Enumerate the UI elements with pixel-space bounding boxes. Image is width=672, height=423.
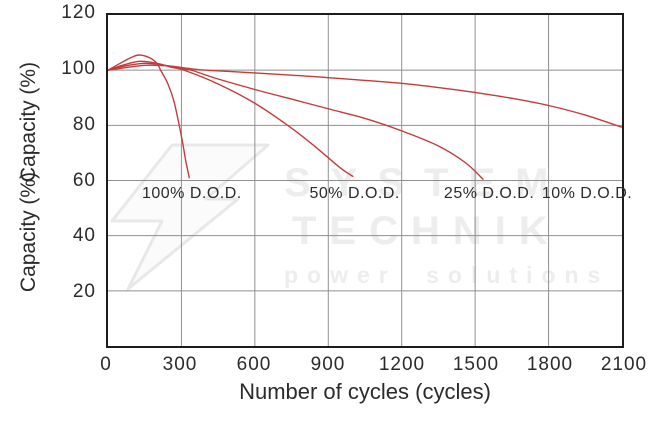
series-label: 50% D.O.D.: [309, 184, 400, 202]
y-tick-label: 60: [72, 169, 96, 191]
series-curve-50-dod: [108, 60, 354, 178]
x-tick-label: 1800: [526, 354, 574, 375]
y-tick-label: 40: [72, 225, 96, 247]
x-tick-label: 2100: [600, 354, 648, 375]
series-curve-25-dod: [108, 62, 484, 180]
series-label: 100% D.O.D.: [141, 184, 242, 202]
x-tick-label: 600: [236, 354, 272, 375]
lightning-bolt-icon: [110, 143, 270, 291]
series-curve-10-dod: [108, 64, 622, 128]
x-tick-label: 1200: [378, 354, 426, 375]
y-tick-label: 100: [61, 57, 96, 79]
plot-area: SYSTEM TECHNIK power solutions 100% D.O.…: [106, 13, 632, 348]
x-tick-label: 900: [310, 354, 346, 375]
y-tick-label: 20: [72, 281, 96, 303]
series-curve-100-dod: [108, 54, 190, 179]
watermark-line-2: TECHNIK: [292, 209, 561, 253]
chart-canvas: [108, 15, 622, 346]
series-label: 25% D.O.D.: [443, 184, 535, 202]
x-axis-title: Number of cycles (cycles): [239, 379, 491, 404]
x-tick-label: 300: [162, 354, 198, 375]
series-label: 10% D.O.D.: [541, 184, 633, 202]
y-tick-label: 80: [72, 113, 96, 135]
x-tick-label: 1500: [452, 354, 500, 375]
y-tick-label: 120: [61, 2, 96, 23]
x-tick-label: 0: [100, 354, 112, 375]
watermark-line-3: power solutions: [284, 262, 610, 288]
